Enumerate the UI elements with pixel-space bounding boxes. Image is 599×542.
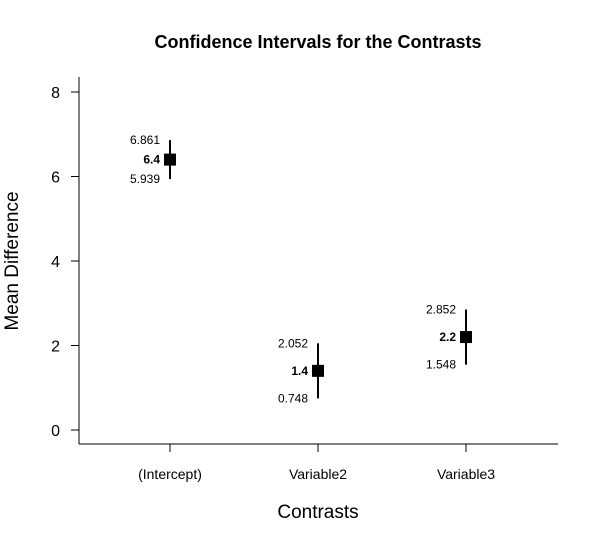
data-marks: 6.861 6.4 5.939 2.052 1.4 0.748 2.852 2.2 1.548 xyxy=(130,133,472,405)
estimate-label: 2.2 xyxy=(439,330,456,344)
y-axis-label: Mean Difference xyxy=(2,191,23,330)
y-axis-ticks: 0 2 4 6 8 xyxy=(51,85,79,440)
x-tick-label: (Intercept) xyxy=(138,466,202,482)
upper-bound-label: 2.852 xyxy=(426,303,456,317)
estimate-marker xyxy=(460,331,472,344)
x-axis-ticks: (Intercept) Variable2 Variable3 xyxy=(138,444,495,482)
lower-bound-label: 5.939 xyxy=(130,172,160,186)
y-tick-label: 2 xyxy=(51,339,60,356)
x-axis-label: Contrasts xyxy=(277,502,358,523)
y-tick-label: 6 xyxy=(51,170,60,187)
y-tick-label: 0 xyxy=(51,423,60,440)
estimate-marker xyxy=(312,364,324,377)
chart-title: Confidence Intervals for the Contrasts xyxy=(154,32,481,52)
x-tick-label: Variable2 xyxy=(289,466,347,482)
lower-bound-label: 0.748 xyxy=(278,391,308,405)
estimate-marker xyxy=(164,153,176,166)
lower-bound-label: 1.548 xyxy=(426,358,456,372)
y-tick-label: 8 xyxy=(51,85,60,102)
estimate-label: 1.4 xyxy=(291,364,308,378)
estimate-label: 6.4 xyxy=(143,153,160,167)
x-tick-label: Variable3 xyxy=(437,466,495,482)
y-tick-label: 4 xyxy=(51,254,60,271)
upper-bound-label: 2.052 xyxy=(278,336,308,350)
upper-bound-label: 6.861 xyxy=(130,133,160,147)
